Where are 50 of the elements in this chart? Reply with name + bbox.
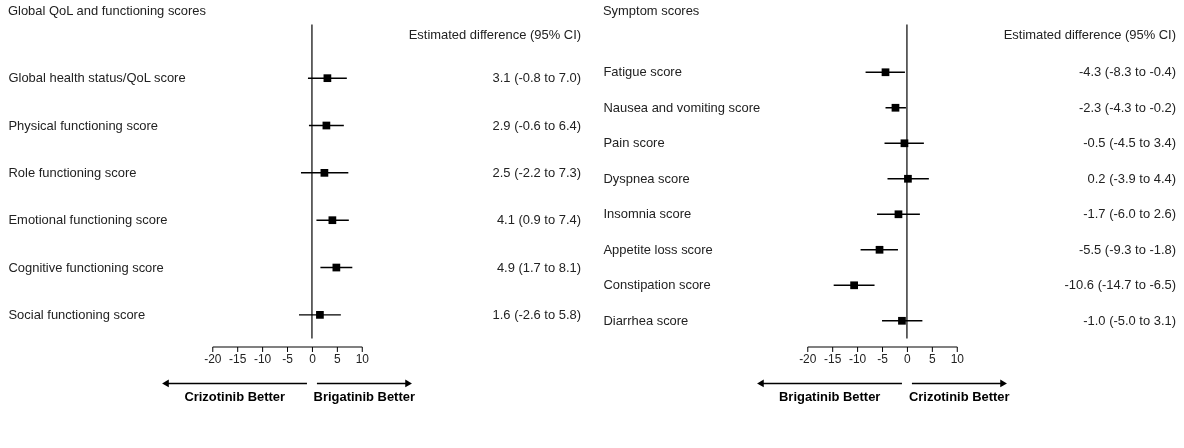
x-tick-label: 5 bbox=[334, 351, 342, 366]
y-tick-label: Fatigue score bbox=[603, 64, 682, 80]
x-tick-label: -5 bbox=[877, 351, 889, 366]
y-tick-label: Social functioning score bbox=[8, 306, 146, 322]
data-label: 0.2 (-3.9 to 4.4) bbox=[1087, 170, 1177, 186]
data-label: -4.3 (-8.3 to -0.4) bbox=[1078, 64, 1177, 80]
text: Symptom scores bbox=[602, 3, 700, 19]
y-tick-label: Diarrhea score bbox=[603, 312, 689, 328]
x-tick-label: -20 bbox=[799, 351, 817, 366]
data-label: -2.3 (-4.3 to -0.2) bbox=[1078, 99, 1177, 115]
data-label: -10.6 (-14.7 to -6.5) bbox=[1064, 277, 1177, 293]
text: Crizotinib Better bbox=[184, 389, 286, 405]
data-label: 3.1 (-0.8 to 7.0) bbox=[492, 70, 582, 86]
data-label: 4.1 (0.9 to 7.4) bbox=[496, 212, 582, 228]
data-label: -1.7 (-6.0 to 2.6) bbox=[1083, 206, 1177, 222]
text: Brigatinib Better bbox=[313, 389, 415, 405]
data-label: 2.5 (-2.2 to 7.3) bbox=[492, 164, 582, 180]
x-tick-label: 0 bbox=[309, 351, 317, 366]
x-tick-label: 10 bbox=[950, 351, 965, 366]
data-label: -0.5 (-4.5 to 3.4) bbox=[1083, 135, 1177, 151]
x-tick-label: -10 bbox=[848, 351, 867, 366]
text: Brigatinib Better bbox=[779, 389, 881, 405]
data-label: -5.5 (-9.3 to -1.8) bbox=[1078, 241, 1177, 257]
y-tick-label: Role functioning score bbox=[8, 164, 137, 180]
x-tick-label: -10 bbox=[253, 351, 272, 366]
y-tick-label: Pain score bbox=[603, 135, 665, 151]
x-tick-label: -15 bbox=[229, 351, 247, 366]
y-tick-label: Appetite loss score bbox=[603, 241, 713, 257]
x-tick-label: 5 bbox=[929, 351, 937, 366]
y-tick-label: Cognitive functioning score bbox=[8, 259, 164, 275]
y-tick-label: Dyspnea score bbox=[603, 170, 690, 186]
text: Crizotinib Better bbox=[908, 389, 1010, 405]
x-tick-label: 10 bbox=[355, 351, 370, 366]
text: Estimated difference (95% CI) bbox=[1003, 26, 1177, 42]
y-tick-label: Emotional functioning score bbox=[8, 212, 168, 228]
data-label: -1.0 (-5.0 to 3.1) bbox=[1083, 312, 1177, 328]
data-label: 2.9 (-0.6 to 6.4) bbox=[492, 117, 582, 133]
x-tick-label: -5 bbox=[282, 351, 294, 366]
data-label: 4.9 (1.7 to 8.1) bbox=[496, 259, 582, 275]
x-tick-label: -15 bbox=[824, 351, 842, 366]
x-tick-label: -20 bbox=[204, 351, 222, 366]
y-tick-label: Global health status/QoL score bbox=[8, 70, 186, 86]
y-tick-label: Constipation score bbox=[603, 277, 711, 293]
x-tick-label: 0 bbox=[904, 351, 912, 366]
text: Global QoL and functioning scores bbox=[7, 3, 206, 19]
text: Estimated difference (95% CI) bbox=[408, 26, 582, 42]
y-tick-label: Insomnia score bbox=[603, 206, 692, 222]
y-tick-label: Nausea and vomiting score bbox=[603, 99, 761, 115]
y-tick-label: Physical functioning score bbox=[8, 117, 159, 133]
data-label: 1.6 (-2.6 to 5.8) bbox=[492, 306, 582, 322]
